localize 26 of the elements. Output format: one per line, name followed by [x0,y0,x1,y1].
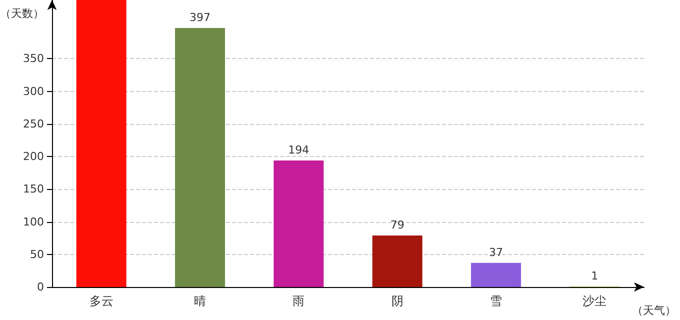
x-tick-label: 阴 [391,294,404,308]
y-tick-label: 200 [23,150,44,164]
bar [175,28,225,287]
y-tick-label: 250 [23,117,44,130]
bar [372,235,422,287]
x-tick-label: 多云 [89,294,114,308]
y-tick-label: 50 [30,248,44,261]
y-tick-label: 0 [37,280,44,294]
data-label: 397 [190,11,210,24]
y-axis-title: （天数） [0,7,44,20]
x-tick-label: 雪 [490,294,502,308]
y-tick-label: 150 [23,182,44,196]
y-tick-label: 350 [23,52,44,66]
bar [471,262,521,287]
x-tick-label: 雨 [292,294,305,308]
bar [76,0,126,287]
bar [274,160,324,287]
y-tick-label: 300 [23,84,44,98]
x-tick-label: 沙尘 [582,294,607,308]
data-label: 1 [591,269,598,282]
data-label: 194 [288,143,310,156]
y-tick-label: 100 [23,215,44,228]
data-label: 79 [390,218,404,232]
x-axis-title: （天气） [632,304,676,317]
x-tick-label: 晴 [194,294,206,308]
data-label: 37 [489,246,503,259]
